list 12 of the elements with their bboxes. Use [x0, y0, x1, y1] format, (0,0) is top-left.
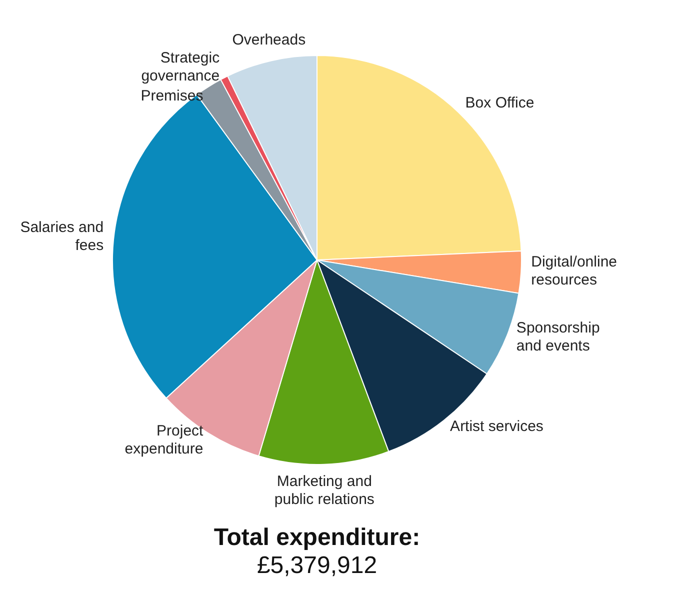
text: Total expenditure:: [212, 524, 422, 552]
text: £5,379,912: [256, 552, 378, 580]
slice-label: Sponsorship and events: [516, 320, 600, 355]
slice-label: Digital/online resources: [531, 253, 618, 288]
slice-label: Marketing and public relations: [274, 473, 374, 508]
slice-label: Project expenditure: [124, 422, 204, 458]
slice-label: Strategic governance: [141, 50, 220, 85]
slice-label: Artist services: [450, 418, 544, 435]
slice-label: Premises: [140, 88, 204, 105]
slice-label: Box Office: [465, 94, 534, 112]
slice-label: Salaries and fees: [20, 219, 104, 254]
slice-label: Overheads: [232, 32, 306, 49]
